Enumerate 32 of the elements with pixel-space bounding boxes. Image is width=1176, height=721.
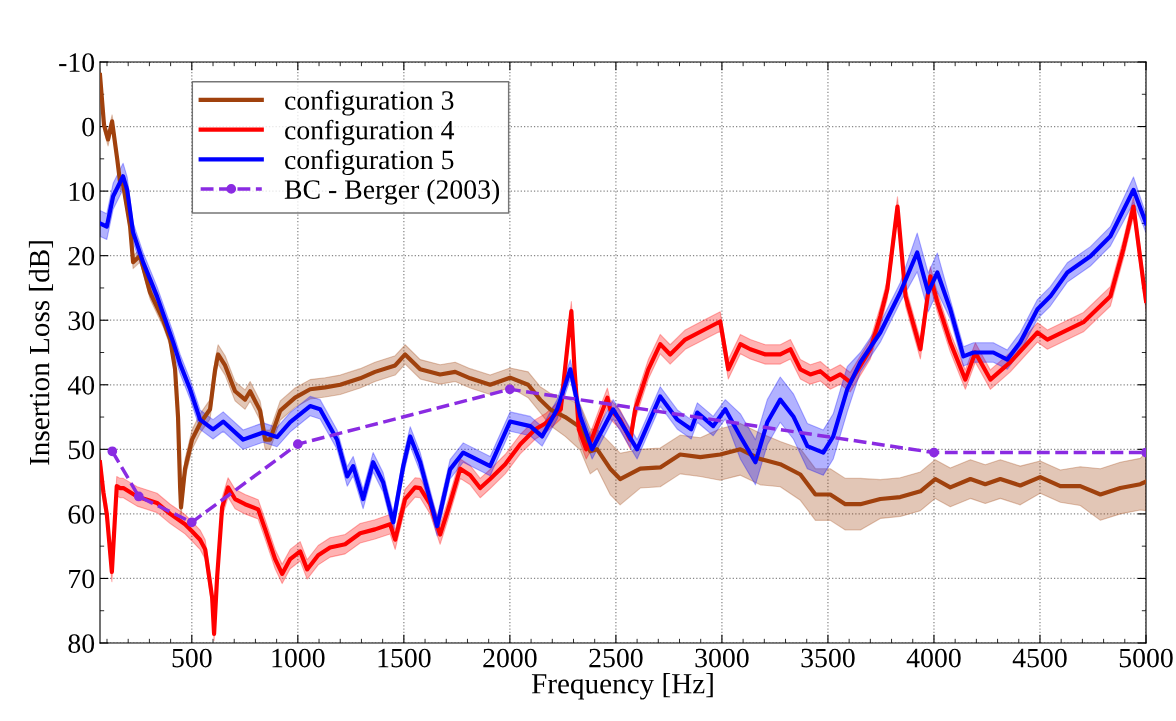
y-tick-label: -10 xyxy=(59,53,95,72)
y-tick-label: 50 xyxy=(68,440,95,460)
point xyxy=(292,439,303,450)
x-tick-label: 2000 xyxy=(483,648,537,668)
y-axis-title: Insertion Loss [dB] xyxy=(28,241,54,465)
y-tick-label: 10 xyxy=(69,182,95,202)
y-tick-label: 20 xyxy=(68,246,95,266)
x-tick-label: 4000 xyxy=(906,648,961,668)
point xyxy=(505,384,515,395)
legend-label: configuration 3 xyxy=(285,90,454,116)
x-tick-label: 4500 xyxy=(1012,648,1067,668)
point xyxy=(107,446,118,457)
y-tick-label: 0 xyxy=(82,117,95,137)
y-tick-label: 40 xyxy=(67,375,95,395)
x-tick-label: 1000 xyxy=(272,648,325,668)
y-tick-label: 80 xyxy=(68,634,95,653)
x-tick-label: 3000 xyxy=(695,648,749,668)
legend-label: configuration 5 xyxy=(285,149,454,176)
x-tick-label: 2500 xyxy=(589,648,643,668)
x-axis-title: Frequency [Hz] xyxy=(531,673,713,700)
point xyxy=(929,447,939,458)
point xyxy=(186,517,197,528)
legend-label: configuration 4 xyxy=(285,119,455,146)
y-tick-label: 60 xyxy=(68,505,95,524)
legend-label: BC - Berger (2003) xyxy=(284,179,500,205)
y-tick-label: 30 xyxy=(68,311,95,331)
x-tick-label: 500 xyxy=(172,648,212,668)
x-tick-label: 5000 xyxy=(1119,648,1173,668)
x-tick-label: 3500 xyxy=(801,648,855,668)
point xyxy=(133,491,144,502)
x-tick-label: 1500 xyxy=(378,648,431,668)
y-tick-label: 70 xyxy=(69,569,95,589)
